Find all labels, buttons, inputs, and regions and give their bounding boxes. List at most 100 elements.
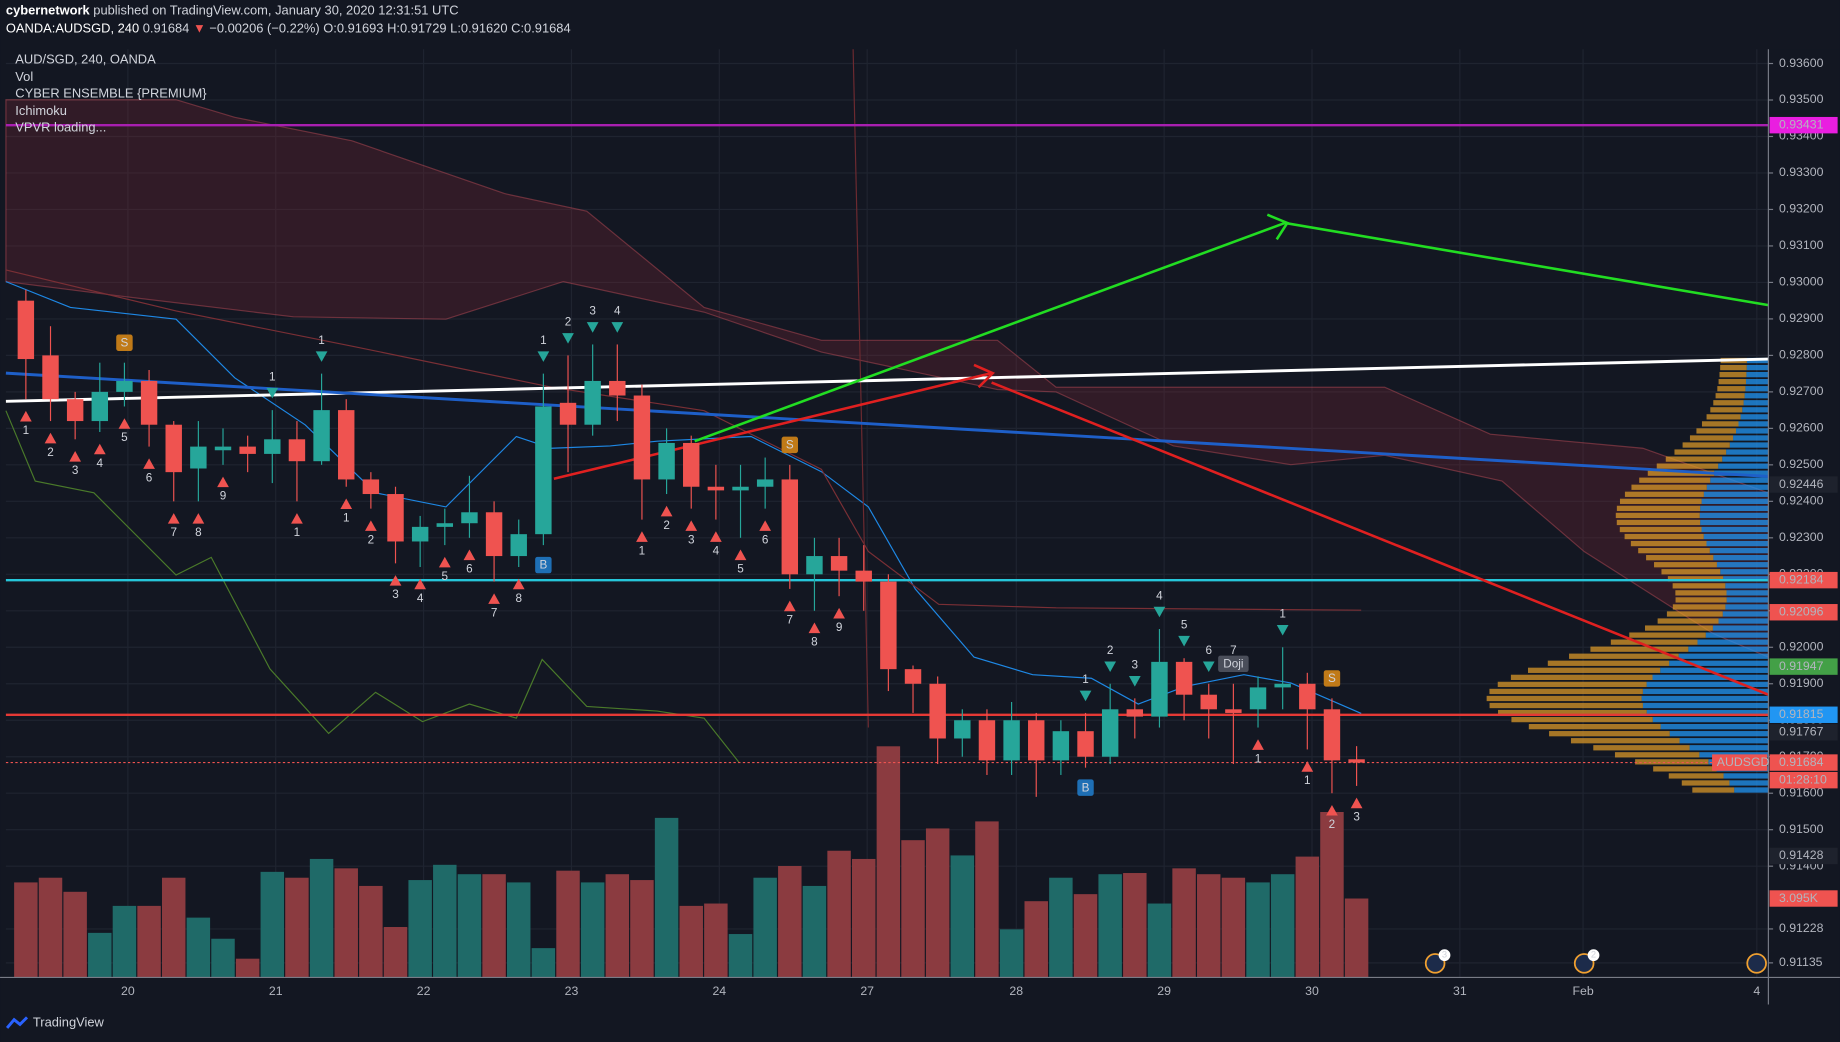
buy-count: 2 [663, 519, 670, 532]
event-icon[interactable] [1746, 953, 1767, 974]
profile-bar [1688, 646, 1769, 652]
x-tick-label: 22 [417, 984, 431, 998]
candle-body [1151, 661, 1168, 717]
y-tick-label: 0.93300 [1779, 165, 1824, 179]
candle-body [313, 410, 330, 462]
profile-bar [1674, 449, 1727, 455]
volume-bar [457, 874, 482, 978]
profile-bar [1701, 421, 1739, 427]
buy-triangle [414, 578, 427, 590]
profile-bar [1701, 526, 1769, 533]
profile-bar [1717, 386, 1746, 392]
profile-bar [1746, 371, 1769, 378]
candle-body [1101, 709, 1119, 757]
signal-label: B [539, 559, 547, 572]
volume-bar [1098, 874, 1122, 978]
candle-body [707, 486, 725, 491]
profile-bar [1692, 787, 1735, 793]
y-tick-label: 0.93500 [1779, 92, 1824, 106]
buy-count: 7 [491, 606, 498, 619]
volume-bar [137, 905, 161, 978]
price-tag [1769, 724, 1838, 741]
profile-bar [1547, 660, 1670, 666]
candle-body [756, 479, 774, 487]
buy-triangle [291, 513, 303, 524]
profile-bar [1660, 667, 1769, 673]
x-tick-label: 20 [121, 984, 135, 998]
profile-bar [1672, 583, 1726, 589]
buy-count: 2 [47, 446, 54, 459]
buy-count: 1 [343, 512, 350, 525]
profile-bar [1718, 618, 1769, 624]
price-tag-label: 0.92446 [1779, 477, 1824, 491]
candle-body [880, 581, 897, 670]
profile-bar [1696, 428, 1737, 434]
profile-bar [1742, 407, 1769, 413]
y-tick-label: 0.92000 [1779, 640, 1824, 654]
buy-count: 5 [442, 570, 449, 583]
y-tick-label: 0.93200 [1779, 202, 1824, 216]
sell-count: 1 [269, 370, 276, 383]
price-tag-label: 0.91428 [1779, 848, 1824, 862]
profile-bar [1646, 709, 1769, 716]
profile-bar [1679, 738, 1769, 744]
candle-body [559, 402, 577, 425]
profile-bar [1733, 435, 1769, 441]
signal-box [1077, 779, 1094, 796]
sell-triangle [1104, 661, 1117, 673]
candle-body [609, 380, 626, 396]
buy-triangle [217, 476, 229, 488]
buy-triangle [1301, 761, 1314, 772]
candle-body [1028, 720, 1045, 761]
volume-bar [211, 938, 235, 978]
buy-triangle [1326, 804, 1338, 816]
candle-body [1299, 683, 1316, 710]
signal-box [535, 556, 552, 574]
signal-box [1218, 655, 1249, 673]
profile-bar [1734, 787, 1769, 793]
profile-bar [1703, 533, 1769, 540]
profile-bar [1641, 695, 1769, 702]
sell-count: 4 [1156, 589, 1163, 602]
profile-bar [1726, 597, 1769, 603]
price-tag-label: 0.91815 [1779, 707, 1824, 721]
chart-title: AUD/SGD, 240, OANDA [15, 51, 156, 66]
candle-body [806, 556, 823, 575]
profile-bar [1723, 773, 1769, 779]
volume-bar [309, 858, 334, 978]
y-tick-label: 0.91500 [1779, 822, 1824, 836]
countdown-tag [1769, 771, 1838, 789]
footer-brand[interactable]: TradingView [33, 1015, 105, 1030]
event-count: 3 [1442, 950, 1447, 960]
buy-triangle [19, 410, 32, 422]
sell-triangle [1153, 606, 1166, 618]
profile-bar [1666, 611, 1723, 617]
profile-bar [1619, 526, 1702, 533]
profile-bar [1678, 653, 1769, 659]
profile-bar [1714, 470, 1769, 476]
profile-bar [1510, 674, 1653, 680]
profile-bar [1511, 716, 1653, 723]
profile-bar [1729, 442, 1769, 448]
y-tick-label: 0.91900 [1779, 676, 1824, 690]
sell-count: 7 [1230, 644, 1237, 657]
profile-bar [1681, 780, 1730, 786]
volume-bar [1024, 901, 1048, 978]
candle-body [1003, 720, 1020, 761]
profile-bar [1645, 625, 1713, 631]
buy-count: 7 [170, 526, 177, 539]
y-tick-label: 0.92600 [1779, 421, 1824, 435]
price-tag-label: 0.92184 [1779, 572, 1824, 586]
profile-bar [1738, 421, 1769, 427]
profile-bar [1669, 731, 1769, 737]
buy-triangle [710, 531, 722, 542]
candle-body [1077, 731, 1094, 757]
price-tag-label: 0.91767 [1779, 725, 1824, 739]
price-tag [1769, 116, 1838, 134]
published: published on TradingView.com, January 30… [90, 3, 459, 18]
volume-bar [1344, 898, 1369, 978]
buy-triangle [488, 593, 500, 604]
candle-body [140, 380, 158, 425]
volume-bar [802, 885, 827, 978]
candle-body [1175, 661, 1193, 695]
